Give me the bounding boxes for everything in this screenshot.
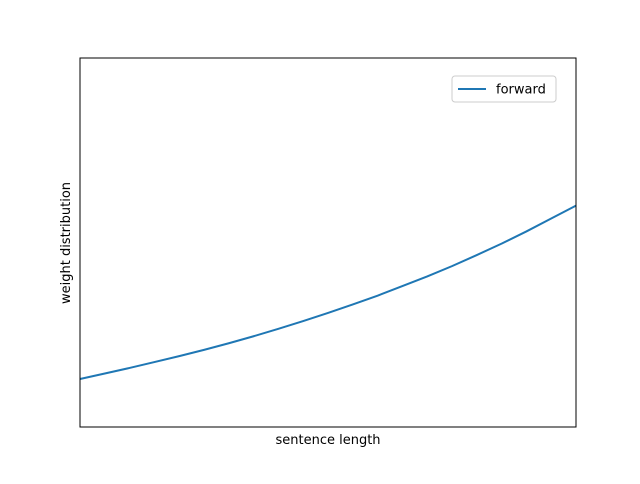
plot-area <box>79 57 577 428</box>
y-axis-label: weight distribution <box>59 182 74 304</box>
series-line-forward <box>79 204 577 381</box>
legend-label-forward: forward <box>496 83 546 98</box>
plot-background <box>80 58 576 427</box>
legend-box <box>451 75 557 103</box>
plot-frame <box>79 57 577 428</box>
legend: forward <box>451 75 557 103</box>
x-axis-label: sentence length <box>275 433 380 448</box>
series-layer <box>79 204 577 381</box>
